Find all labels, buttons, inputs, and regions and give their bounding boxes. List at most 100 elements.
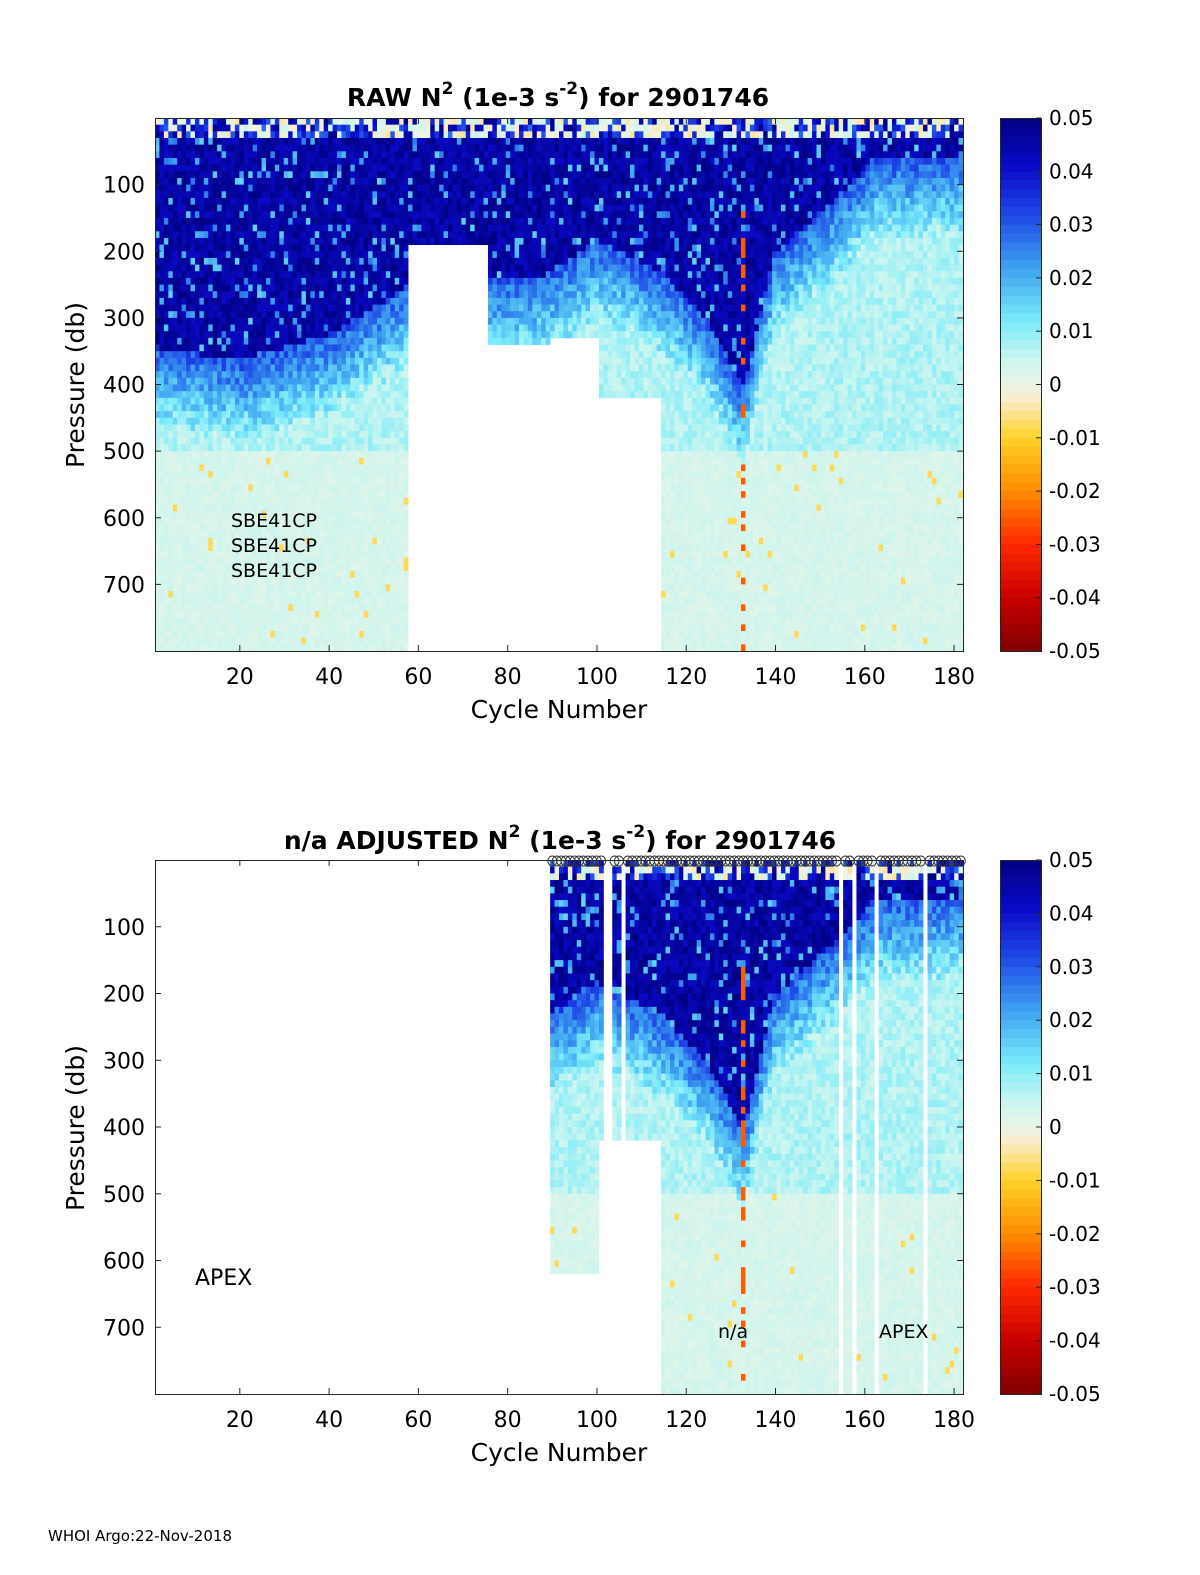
heatmap-cell — [239, 491, 245, 499]
heatmap-cell — [212, 144, 218, 152]
heatmap-cell — [261, 597, 267, 605]
heatmap-cell — [390, 457, 396, 465]
heatmap-cell — [363, 311, 369, 319]
heatmap-cell — [203, 357, 209, 365]
heatmap-cell — [297, 431, 302, 439]
heatmap-cell — [292, 384, 298, 392]
heatmap-cell — [288, 344, 294, 352]
heatmap-cell — [217, 491, 222, 499]
heatmap-cell — [257, 211, 262, 219]
heatmap-cell — [483, 144, 489, 152]
heatmap-cell — [203, 204, 209, 212]
heatmap-cell — [474, 151, 480, 159]
heatmap-cell — [292, 391, 298, 399]
heatmap-cell — [390, 317, 396, 325]
heatmap-cell — [345, 124, 351, 132]
heatmap-cell — [248, 431, 254, 439]
heatmap-cell — [350, 131, 356, 139]
heatmap-cell — [448, 211, 453, 219]
heatmap-cell — [172, 544, 178, 552]
heatmap-cell — [186, 511, 191, 519]
heatmap-cell — [217, 384, 222, 392]
heatmap-cell — [483, 118, 489, 126]
heatmap-cell — [372, 284, 378, 292]
heatmap-cell — [341, 197, 347, 206]
heatmap-cell — [323, 464, 329, 472]
heatmap-cell — [399, 644, 405, 652]
heatmap-cell — [226, 377, 231, 385]
heatmap-cell — [252, 577, 258, 585]
heatmap-cell — [168, 411, 174, 419]
heatmap-cell — [261, 517, 267, 525]
heatmap-cell — [199, 457, 205, 465]
heatmap-cell — [270, 604, 276, 612]
heatmap-cell — [363, 217, 369, 225]
heatmap-cell — [203, 237, 209, 245]
heatmap-cell — [328, 231, 333, 239]
heatmap-cell — [234, 317, 240, 325]
heatmap-cell — [279, 171, 285, 179]
heatmap-cell — [341, 451, 347, 459]
heatmap-cell — [181, 577, 187, 585]
heatmap-cell — [390, 224, 396, 232]
heatmap-cell — [194, 551, 200, 559]
heatmap-cell — [385, 404, 391, 412]
heatmap-cell — [226, 304, 231, 312]
heatmap-cell — [314, 184, 320, 192]
heatmap-cell — [372, 544, 378, 552]
heatmap-cell — [470, 217, 476, 225]
heatmap-cell — [403, 331, 409, 339]
heatmap-cell — [274, 504, 280, 512]
heatmap-cell — [172, 184, 178, 192]
heatmap-cell — [399, 157, 405, 166]
heatmap-cell — [470, 197, 476, 206]
heatmap-cell — [248, 517, 254, 525]
heatmap-cell — [261, 211, 267, 219]
heatmap-cell — [217, 471, 222, 479]
heatmap-cell — [341, 291, 347, 299]
heatmap-cell — [319, 237, 325, 245]
heatmap-cell — [314, 224, 320, 232]
heatmap-cell — [221, 524, 227, 532]
heatmap-cell — [416, 237, 422, 245]
heatmap-cell — [190, 171, 196, 179]
heatmap-cell — [359, 351, 365, 359]
heatmap-cell — [323, 517, 329, 525]
heatmap-cell — [221, 497, 227, 505]
heatmap-cell — [288, 411, 294, 419]
heatmap-cell — [399, 531, 405, 539]
heatmap-cell — [172, 344, 178, 352]
heatmap-cell — [159, 311, 165, 319]
heatmap-cell — [283, 344, 289, 352]
heatmap-cell — [155, 337, 160, 345]
heatmap-cell — [283, 231, 289, 239]
heatmap-cell — [239, 471, 245, 479]
heatmap-cell — [292, 251, 298, 259]
heatmap-cell — [328, 544, 333, 552]
heatmap-cell — [314, 397, 320, 405]
heatmap-cell — [385, 351, 391, 359]
heatmap-cell — [305, 197, 311, 206]
heatmap-cell — [337, 357, 342, 365]
heatmap-cell — [279, 291, 285, 299]
heatmap-cell — [399, 284, 405, 292]
heatmap-cell — [261, 504, 267, 512]
heatmap-cell — [274, 484, 280, 492]
heatmap-cell — [448, 191, 453, 199]
heatmap-cell — [252, 591, 258, 599]
heatmap-cell — [350, 391, 356, 399]
heatmap-cell — [217, 151, 222, 159]
heatmap-cell — [155, 137, 160, 146]
heatmap-cell — [226, 137, 231, 146]
heatmap-cell — [199, 244, 205, 252]
heatmap-cell — [199, 157, 205, 166]
heatmap-cell — [456, 137, 462, 146]
heatmap-cell — [399, 504, 405, 512]
heatmap-cell — [314, 404, 320, 412]
heatmap-cell — [328, 304, 333, 312]
heatmap-cell — [448, 144, 453, 152]
heatmap-cell — [226, 531, 231, 539]
heatmap-cell — [261, 151, 267, 159]
heatmap-cell — [363, 417, 369, 425]
heatmap-cell — [172, 617, 178, 625]
